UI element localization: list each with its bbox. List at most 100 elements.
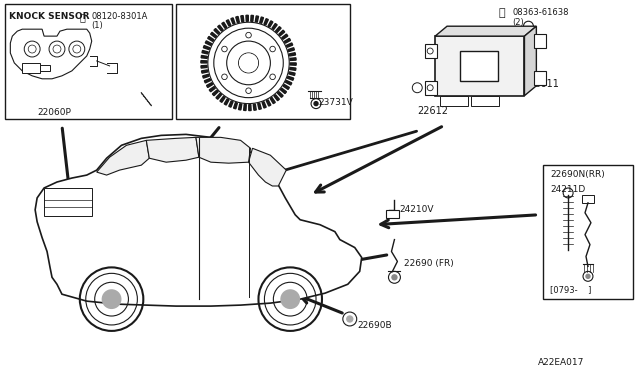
Bar bbox=[582, 195, 594, 203]
Bar bbox=[460, 51, 498, 81]
Bar bbox=[534, 34, 547, 48]
Polygon shape bbox=[264, 19, 268, 25]
Polygon shape bbox=[253, 104, 256, 110]
Polygon shape bbox=[208, 36, 214, 41]
Polygon shape bbox=[201, 55, 207, 58]
Polygon shape bbox=[290, 67, 296, 70]
Polygon shape bbox=[224, 99, 229, 105]
Polygon shape bbox=[289, 53, 296, 56]
Polygon shape bbox=[241, 16, 244, 22]
Text: Ⓑ: Ⓑ bbox=[80, 12, 86, 22]
Polygon shape bbox=[284, 38, 291, 43]
Circle shape bbox=[239, 54, 257, 72]
Polygon shape bbox=[204, 45, 210, 49]
Text: Ⓢ: Ⓢ bbox=[499, 8, 506, 18]
Polygon shape bbox=[201, 65, 207, 68]
Polygon shape bbox=[255, 16, 259, 22]
Bar bbox=[40, 65, 50, 71]
Text: [0793-    ]: [0793- ] bbox=[550, 285, 591, 294]
Text: (1): (1) bbox=[92, 21, 104, 30]
Bar bbox=[543, 165, 633, 299]
Polygon shape bbox=[231, 18, 235, 24]
Polygon shape bbox=[262, 102, 266, 108]
Polygon shape bbox=[289, 72, 295, 76]
Polygon shape bbox=[234, 103, 237, 109]
Polygon shape bbox=[277, 92, 283, 97]
Text: 24211D: 24211D bbox=[550, 185, 586, 194]
Polygon shape bbox=[288, 48, 294, 52]
Bar bbox=[425, 81, 437, 95]
Text: 22690 (FR): 22690 (FR) bbox=[404, 259, 454, 269]
Bar bbox=[5, 4, 172, 119]
Polygon shape bbox=[260, 17, 264, 23]
Polygon shape bbox=[203, 74, 209, 78]
Polygon shape bbox=[268, 21, 273, 27]
Polygon shape bbox=[196, 137, 250, 163]
Text: 22612: 22612 bbox=[417, 106, 448, 116]
Polygon shape bbox=[220, 96, 225, 102]
Polygon shape bbox=[290, 63, 296, 65]
Circle shape bbox=[586, 274, 590, 278]
Bar bbox=[22, 63, 40, 73]
Polygon shape bbox=[249, 105, 251, 110]
Text: 22690N(RR): 22690N(RR) bbox=[550, 170, 605, 179]
Circle shape bbox=[102, 289, 122, 309]
Polygon shape bbox=[239, 104, 242, 110]
Text: 08363-61638: 08363-61638 bbox=[513, 8, 569, 17]
Polygon shape bbox=[222, 22, 227, 28]
Text: 24210V: 24210V bbox=[399, 205, 434, 214]
Polygon shape bbox=[211, 32, 216, 38]
Polygon shape bbox=[212, 90, 218, 96]
Circle shape bbox=[347, 316, 353, 322]
Polygon shape bbox=[266, 100, 271, 106]
Bar bbox=[385, 210, 399, 218]
Bar bbox=[176, 4, 350, 119]
Polygon shape bbox=[201, 61, 207, 63]
Bar bbox=[44, 188, 92, 216]
Bar bbox=[435, 36, 524, 96]
Polygon shape bbox=[251, 15, 253, 22]
Polygon shape bbox=[35, 134, 362, 306]
Polygon shape bbox=[524, 26, 536, 96]
Circle shape bbox=[392, 275, 397, 280]
Polygon shape bbox=[246, 15, 248, 21]
Polygon shape bbox=[258, 103, 261, 109]
Polygon shape bbox=[287, 76, 294, 80]
Circle shape bbox=[280, 289, 300, 309]
Polygon shape bbox=[236, 16, 239, 23]
Polygon shape bbox=[285, 80, 292, 85]
Polygon shape bbox=[204, 78, 211, 83]
Polygon shape bbox=[244, 105, 246, 110]
Bar bbox=[534, 71, 547, 85]
Polygon shape bbox=[202, 51, 208, 54]
Text: (2): (2) bbox=[513, 18, 524, 27]
Text: 22060P: 22060P bbox=[37, 108, 71, 116]
Text: KNOCK SENSOR: KNOCK SENSOR bbox=[10, 12, 90, 21]
Polygon shape bbox=[202, 70, 208, 73]
Polygon shape bbox=[205, 41, 212, 45]
Polygon shape bbox=[290, 58, 296, 60]
Text: 08120-8301A: 08120-8301A bbox=[92, 12, 148, 21]
Text: 22690B: 22690B bbox=[358, 321, 392, 330]
Text: A22EA017: A22EA017 bbox=[538, 357, 585, 367]
Bar bbox=[440, 96, 468, 106]
Text: 22611: 22611 bbox=[529, 79, 559, 89]
Polygon shape bbox=[270, 97, 275, 104]
Polygon shape bbox=[226, 20, 231, 26]
Polygon shape bbox=[283, 84, 289, 89]
Polygon shape bbox=[207, 83, 213, 87]
Polygon shape bbox=[282, 34, 288, 39]
Bar bbox=[471, 96, 499, 106]
Polygon shape bbox=[147, 137, 199, 162]
Polygon shape bbox=[286, 43, 292, 47]
Polygon shape bbox=[209, 87, 215, 92]
Polygon shape bbox=[279, 30, 285, 36]
Polygon shape bbox=[272, 23, 277, 30]
Polygon shape bbox=[218, 25, 223, 31]
Polygon shape bbox=[97, 140, 149, 175]
Polygon shape bbox=[280, 88, 287, 94]
Polygon shape bbox=[248, 148, 286, 186]
Polygon shape bbox=[274, 95, 280, 101]
Polygon shape bbox=[276, 27, 281, 32]
Polygon shape bbox=[216, 93, 221, 99]
